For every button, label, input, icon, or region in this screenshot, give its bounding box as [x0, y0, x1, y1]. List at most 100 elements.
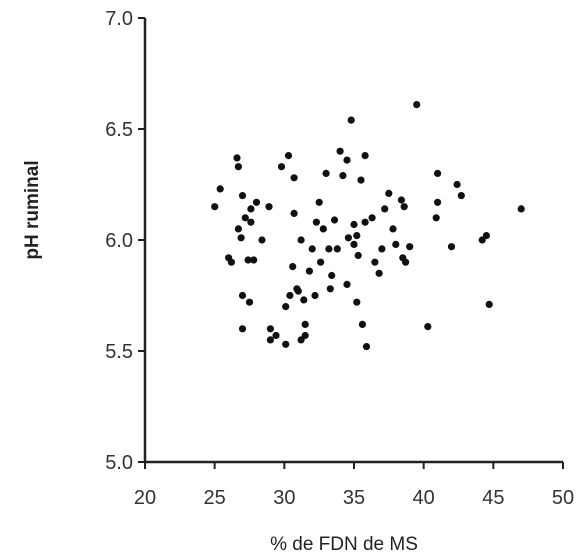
- data-point: [424, 323, 432, 331]
- data-point: [328, 271, 336, 280]
- data-point: [353, 298, 361, 306]
- x-tick-label: 20: [134, 487, 156, 509]
- data-point: [378, 245, 386, 253]
- data-point: [326, 285, 334, 293]
- data-point: [282, 303, 290, 311]
- data-point: [434, 169, 442, 177]
- data-point: [353, 232, 361, 240]
- data-point: [397, 196, 405, 204]
- data-point: [301, 331, 309, 340]
- data-point: [354, 251, 362, 260]
- data-point: [381, 205, 389, 213]
- data-point: [371, 258, 379, 266]
- data-point: [357, 176, 365, 184]
- data-point: [284, 152, 293, 160]
- data-point: [266, 325, 274, 333]
- data-point: [301, 320, 309, 328]
- plot-area: 5.0 5.5 6.0 6.5 7.0 20 25 30 35 40 45 50: [105, 8, 574, 509]
- data-point: [339, 172, 347, 180]
- x-tick-label: 35: [343, 487, 365, 509]
- data-point: [333, 245, 341, 253]
- y-tick-label: 5.5: [105, 341, 133, 363]
- y-tick-label: 6.5: [105, 119, 133, 141]
- data-point: [300, 296, 308, 304]
- data-point: [350, 240, 358, 248]
- data-point: [385, 189, 393, 197]
- data-point: [233, 154, 241, 162]
- data-point: [447, 243, 456, 251]
- data-point: [252, 198, 261, 206]
- data-point: [247, 205, 255, 213]
- data-point: [286, 291, 294, 300]
- data-point: [227, 258, 235, 266]
- data-point: [247, 218, 255, 226]
- data-point: [485, 300, 493, 308]
- data-point: [297, 236, 305, 244]
- data-point: [482, 232, 490, 240]
- data-point: [312, 218, 320, 226]
- data-point: [308, 245, 316, 253]
- data-point: [517, 205, 525, 213]
- data-point: [389, 225, 397, 233]
- data-point: [315, 198, 323, 206]
- x-tick-label: 40: [413, 487, 435, 509]
- y-tick-label: 6.0: [105, 230, 133, 252]
- x-axis-title: % de FDN de MS: [270, 534, 418, 555]
- x-tick-label: 45: [482, 487, 504, 509]
- data-point: [234, 225, 242, 233]
- data-point: [413, 101, 421, 109]
- data-point: [234, 163, 242, 171]
- data-point: [325, 245, 333, 253]
- data-point: [343, 156, 351, 164]
- data-point: [311, 291, 319, 300]
- data-point: [402, 258, 410, 266]
- data-point: [362, 343, 371, 351]
- data-point: [258, 236, 266, 244]
- data-point: [361, 152, 369, 160]
- data-point: [305, 267, 313, 275]
- data-point: [457, 192, 465, 200]
- data-point: [245, 298, 254, 306]
- data-point: [392, 240, 400, 248]
- data-point: [375, 269, 383, 277]
- x-tick-label: 25: [204, 487, 226, 509]
- y-tick-label: 7.0: [105, 8, 133, 30]
- x-tick-label: 50: [552, 487, 574, 509]
- data-point: [238, 325, 247, 333]
- data-point: [290, 209, 298, 217]
- data-point: [453, 180, 461, 189]
- data-point: [432, 214, 440, 222]
- data-point: [344, 234, 352, 242]
- data-point: [241, 214, 249, 222]
- y-axis-ticks: 5.0 5.5 6.0 6.5 7.0: [105, 8, 145, 474]
- y-tick-label: 5.0: [105, 452, 133, 474]
- data-point: [290, 174, 298, 182]
- data-point: [238, 291, 247, 300]
- data-point: [406, 243, 414, 251]
- x-axis-ticks: 20 25 30 35 40 45 50: [134, 462, 574, 509]
- data-point: [282, 340, 290, 348]
- data-points: [211, 101, 525, 351]
- data-point: [368, 214, 376, 222]
- data-point: [237, 234, 245, 242]
- data-point: [347, 116, 355, 124]
- data-point: [277, 163, 286, 171]
- data-point: [238, 192, 247, 200]
- data-point: [266, 336, 274, 344]
- data-point: [244, 256, 252, 264]
- data-point: [211, 203, 219, 211]
- data-point: [250, 256, 258, 264]
- data-point: [343, 280, 351, 288]
- data-point: [350, 220, 358, 229]
- data-point: [336, 147, 344, 155]
- data-point: [294, 287, 302, 295]
- data-point: [361, 218, 369, 226]
- data-point: [400, 203, 408, 211]
- y-axis-title: pH ruminal: [22, 160, 43, 259]
- data-point: [434, 198, 442, 206]
- data-point: [358, 320, 366, 328]
- data-point: [330, 216, 339, 224]
- x-tick-label: 30: [273, 487, 295, 509]
- data-point: [265, 203, 273, 211]
